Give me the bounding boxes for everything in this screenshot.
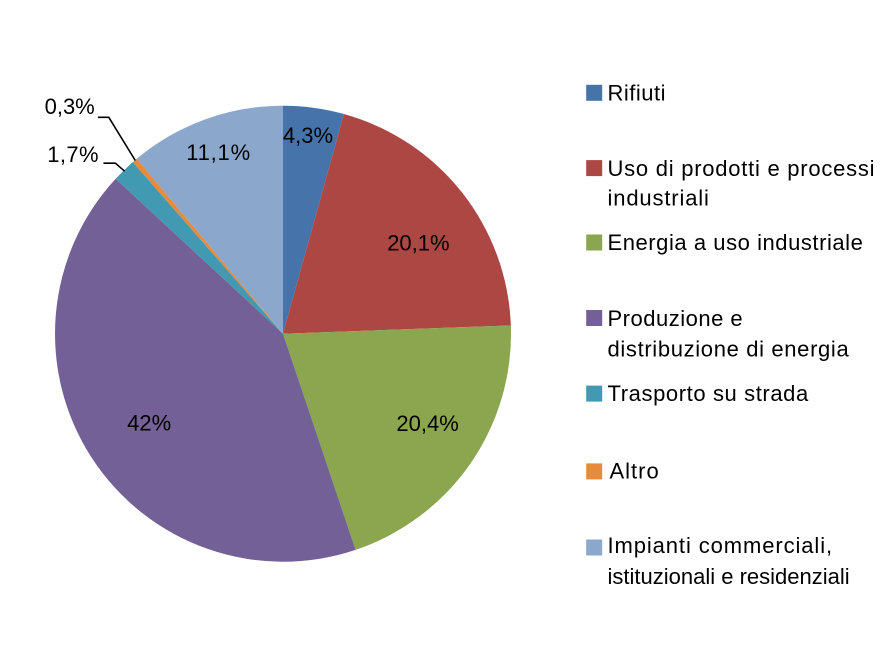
svg-text:20,4%: 20,4% [396, 411, 458, 436]
svg-text:11,1%: 11,1% [186, 140, 251, 165]
svg-text:0,3%: 0,3% [45, 94, 95, 119]
svg-text:4,3%: 4,3% [283, 123, 333, 148]
svg-text:Energia a uso industriale: Energia a uso industriale [608, 230, 864, 255]
svg-text:42%: 42% [127, 411, 171, 436]
svg-text:Rifiuti: Rifiuti [608, 81, 667, 106]
svg-text:istituzionali e residenziali: istituzionali e residenziali [608, 564, 850, 589]
svg-text:Altro: Altro [610, 459, 660, 484]
svg-text:Impianti commerciali,: Impianti commerciali, [608, 533, 834, 558]
svg-text:Uso di prodotti e processi: Uso di prodotti e processi [608, 156, 876, 181]
svg-text:distribuzione di energia: distribuzione di energia [608, 337, 850, 362]
svg-text:Produzione e: Produzione e [608, 306, 744, 331]
svg-text:1,7%: 1,7% [47, 142, 99, 167]
svg-text:industriali: industriali [608, 185, 710, 210]
svg-text:20,1%: 20,1% [387, 231, 449, 256]
svg-text:Trasporto su strada: Trasporto su strada [608, 381, 809, 406]
